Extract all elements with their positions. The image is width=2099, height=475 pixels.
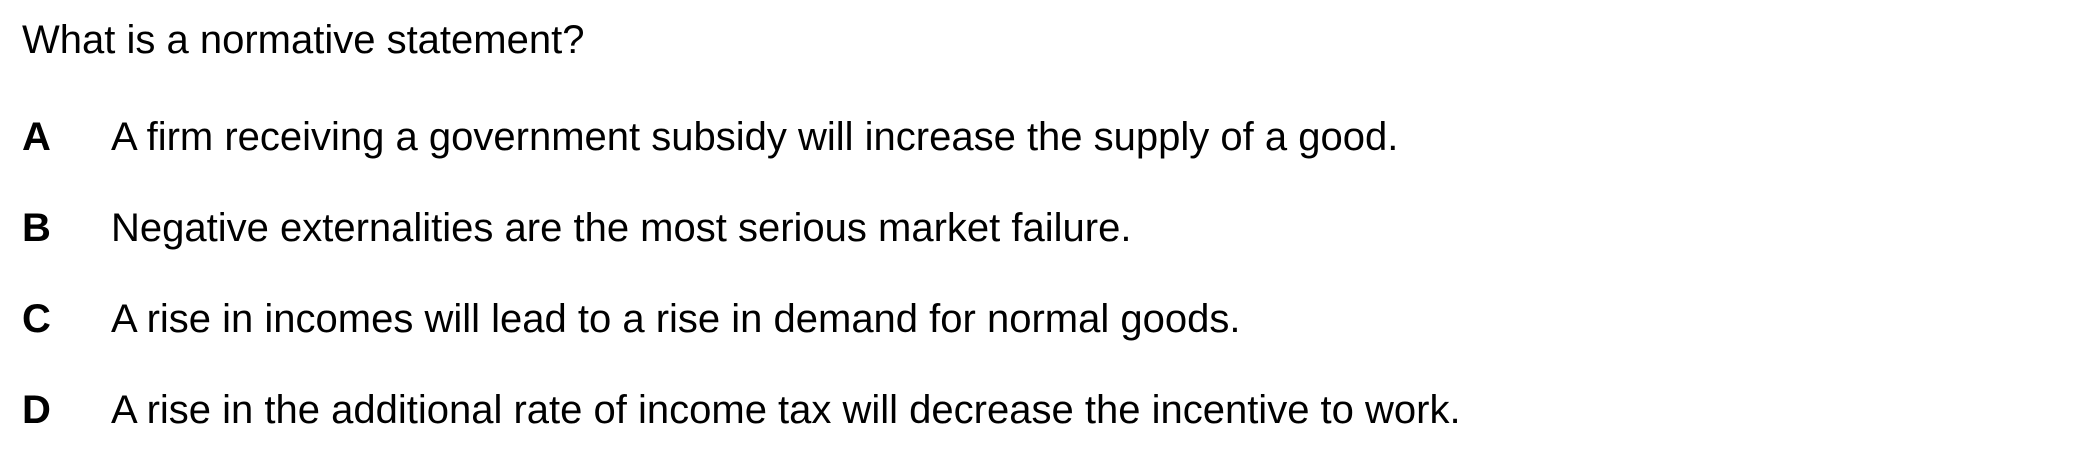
- option-letter: B: [22, 206, 51, 250]
- option-text: A rise in incomes will lead to a rise in…: [111, 297, 1241, 341]
- option-text: A firm receiving a government subsidy wi…: [111, 115, 1399, 159]
- answer-option-a[interactable]: A A firm receiving a government subsidy …: [22, 111, 1461, 202]
- answer-option-c[interactable]: C A rise in incomes will lead to a rise …: [22, 293, 1461, 384]
- answer-option-b[interactable]: B Negative externalities are the most se…: [22, 202, 1461, 293]
- option-letter: D: [22, 388, 51, 432]
- option-letter: C: [22, 297, 51, 341]
- option-text: A rise in the additional rate of income …: [111, 388, 1461, 432]
- answer-option-d[interactable]: D A rise in the additional rate of incom…: [22, 384, 1461, 475]
- option-letter: A: [22, 115, 51, 159]
- question-text: What is a normative statement?: [22, 18, 585, 62]
- answer-options: A A firm receiving a government subsidy …: [22, 111, 1461, 475]
- option-text: Negative externalities are the most seri…: [111, 206, 1132, 250]
